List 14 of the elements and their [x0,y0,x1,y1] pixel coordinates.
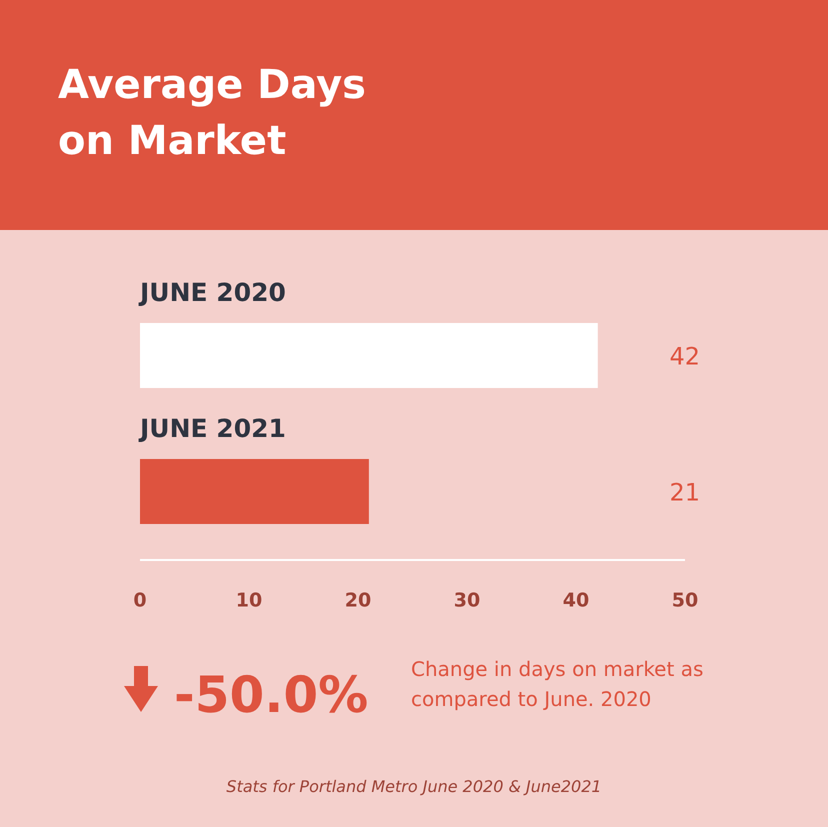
data-label: 42 [669,342,700,370]
text: Change in days on market as compared to June. 2020 [411,657,704,711]
data-label: 21 [669,478,700,506]
chart-title: Average Days on Market [58,62,366,164]
text: Stats for Portland Metro June 2020 & June2021 [226,777,602,796]
y-tick-label: JUNE 2020 [138,278,286,307]
x-tick-label: 20 [344,589,372,612]
x-tick-label: 30 [454,589,480,612]
x-tick-label: 10 [236,589,262,612]
x-tick-label: 50 [672,589,698,612]
text: -50.0% [174,666,368,724]
x-tick-label: 40 [562,589,590,612]
y-tick-label: JUNE 2021 [138,414,286,443]
x-tick-label: 0 [133,589,147,612]
